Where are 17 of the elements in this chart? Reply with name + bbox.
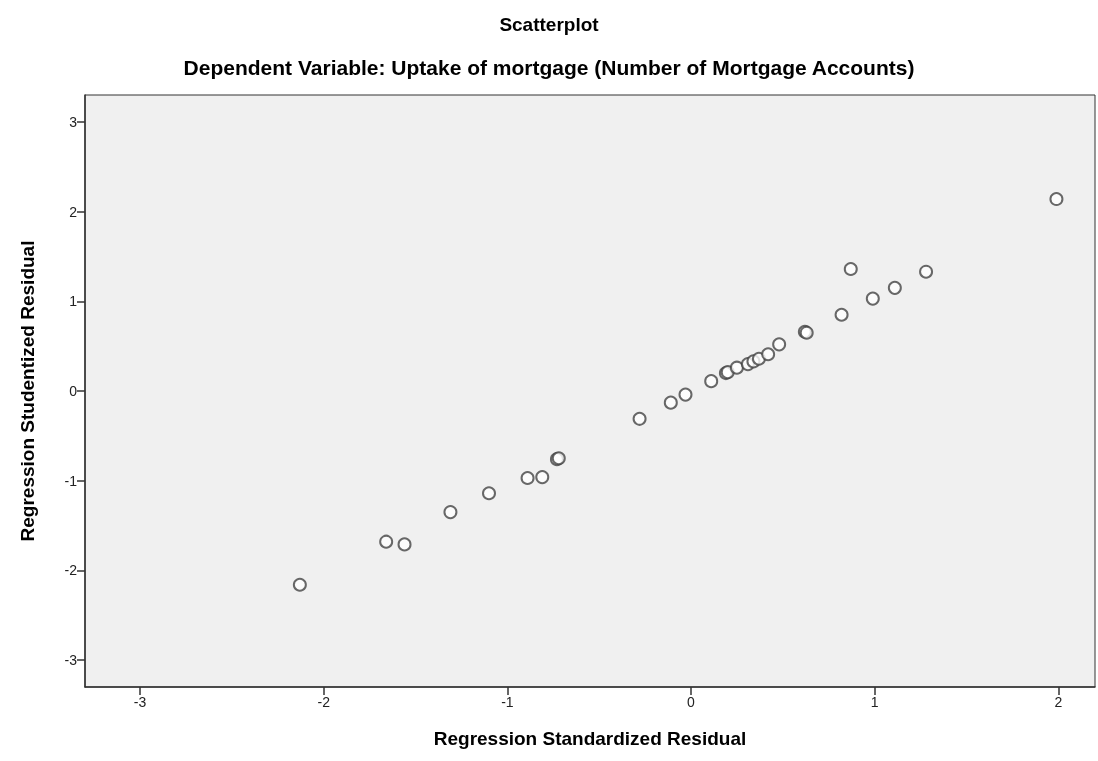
y-tick-label: -3	[64, 652, 78, 669]
x-tick-label: -2	[317, 694, 331, 710]
y-tick-label: 2	[69, 203, 78, 220]
y-tick-label: 1	[69, 293, 78, 310]
x-tick-label: 0	[687, 694, 696, 710]
y-tick-label: -2	[64, 562, 78, 579]
x-tick-label: -3	[133, 694, 147, 710]
x-axis-title: Regression Standardized Residual	[433, 728, 747, 749]
y-tick-label: 3	[69, 113, 78, 130]
x-tick-label: 1	[870, 694, 879, 710]
y-tick-label: -1	[64, 472, 78, 489]
chart-title: Scatterplot	[499, 14, 600, 35]
y-axis-title: Regression Studentized Residual	[17, 240, 38, 542]
y-tick-label: 0	[69, 383, 78, 399]
x-tick-label: -1	[501, 694, 514, 710]
x-tick-label: 2	[1054, 694, 1063, 710]
chart-subtitle: Dependent Variable: Uptake of mortgage (Number of Mortgage Accounts)	[183, 56, 915, 79]
